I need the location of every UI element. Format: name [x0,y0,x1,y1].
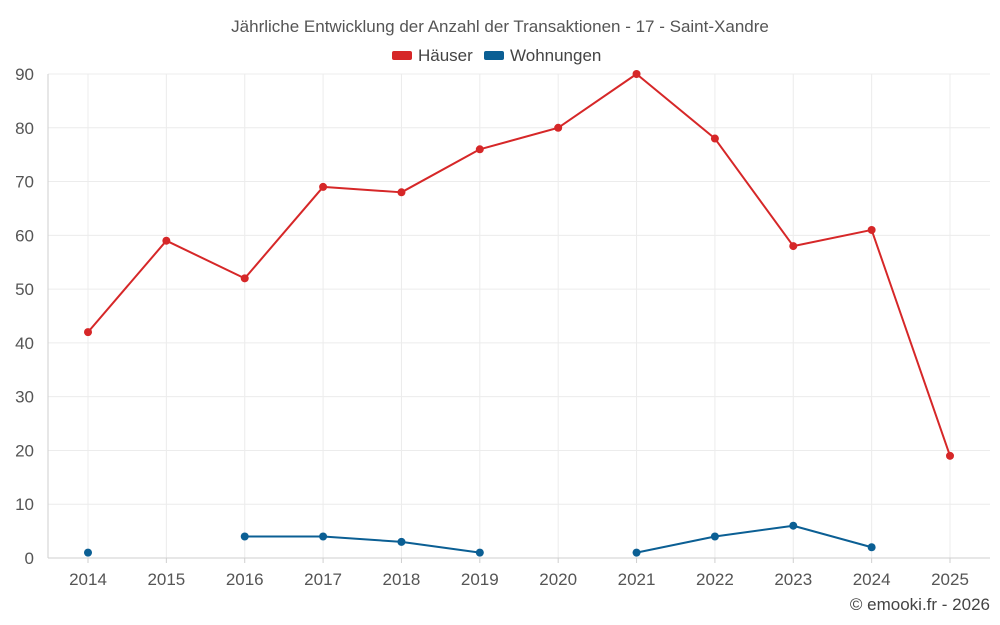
data-point-haeuser[interactable] [867,225,876,234]
x-tick-label: 2017 [304,570,342,589]
data-point-haeuser[interactable] [946,451,954,460]
axes [47,74,990,563]
data-point-haeuser[interactable] [789,242,798,251]
legend: Häuser Wohnungen [392,46,601,65]
data-point-wohnungen[interactable] [789,521,798,530]
series-line-haeuser [87,73,951,457]
y-tick-label: 30 [15,388,34,407]
data-point-wohnungen[interactable] [319,532,328,541]
legend-label-wohnungen[interactable]: Wohnungen [510,46,601,65]
data-point-wohnungen[interactable] [240,532,249,541]
y-tick-label: 80 [15,119,34,138]
legend-label-haeuser[interactable]: Häuser [418,46,473,65]
x-tick-label: 2016 [226,570,264,589]
x-tick-label: 2022 [696,570,734,589]
series-line-wohnungen [244,535,480,554]
x-tick-label: 2018 [383,570,421,589]
x-tick-label: 2025 [931,570,969,589]
data-point-wohnungen[interactable] [867,543,876,552]
data-point-wohnungen[interactable] [84,548,92,557]
y-tick-label: 40 [15,334,34,353]
legend-swatch-haeuser[interactable] [392,51,412,60]
y-tick-label: 90 [15,65,34,84]
y-tick-label: 20 [15,441,34,460]
series [84,70,954,557]
data-point-haeuser[interactable] [397,188,406,197]
series-line-wohnungen [636,524,872,554]
data-point-haeuser[interactable] [162,236,171,245]
data-point-wohnungen[interactable] [632,548,641,557]
y-tick-label: 0 [25,549,34,568]
series-wohnungen [84,521,876,557]
x-tick-label: 2019 [461,570,499,589]
y-axis-ticks: 0 10 20 30 40 50 60 70 80 90 [15,65,34,568]
data-point-wohnungen[interactable] [710,532,719,541]
credit-text: © emooki.fr - 2026 [850,595,990,614]
data-point-haeuser[interactable] [240,274,249,283]
data-point-wohnungen[interactable] [475,548,484,557]
x-tick-label: 2015 [147,570,185,589]
data-point-haeuser[interactable] [84,328,92,337]
data-point-wohnungen[interactable] [397,537,406,546]
x-tick-label: 2023 [774,570,812,589]
series-haeuser [84,70,954,460]
x-axis-ticks: 2014 2015 2016 2017 2018 2019 2020 2021 2022 2023… [69,570,969,589]
data-point-haeuser[interactable] [319,182,328,191]
data-point-haeuser[interactable] [632,70,641,78]
x-tick-label: 2020 [539,570,577,589]
gridlines [48,73,990,558]
y-tick-label: 50 [15,280,34,299]
y-tick-label: 60 [15,226,34,245]
y-tick-label: 10 [15,495,34,514]
data-point-haeuser[interactable] [475,145,484,154]
x-tick-label: 2014 [69,570,107,589]
x-tick-label: 2024 [853,570,891,589]
legend-swatch-wohnungen[interactable] [484,51,504,60]
data-point-haeuser[interactable] [554,123,563,132]
data-point-haeuser[interactable] [710,134,719,143]
y-tick-label: 70 [15,173,34,192]
x-tick-label: 2021 [618,570,656,589]
chart-title: Jährliche Entwicklung der Anzahl der Tra… [231,17,769,36]
